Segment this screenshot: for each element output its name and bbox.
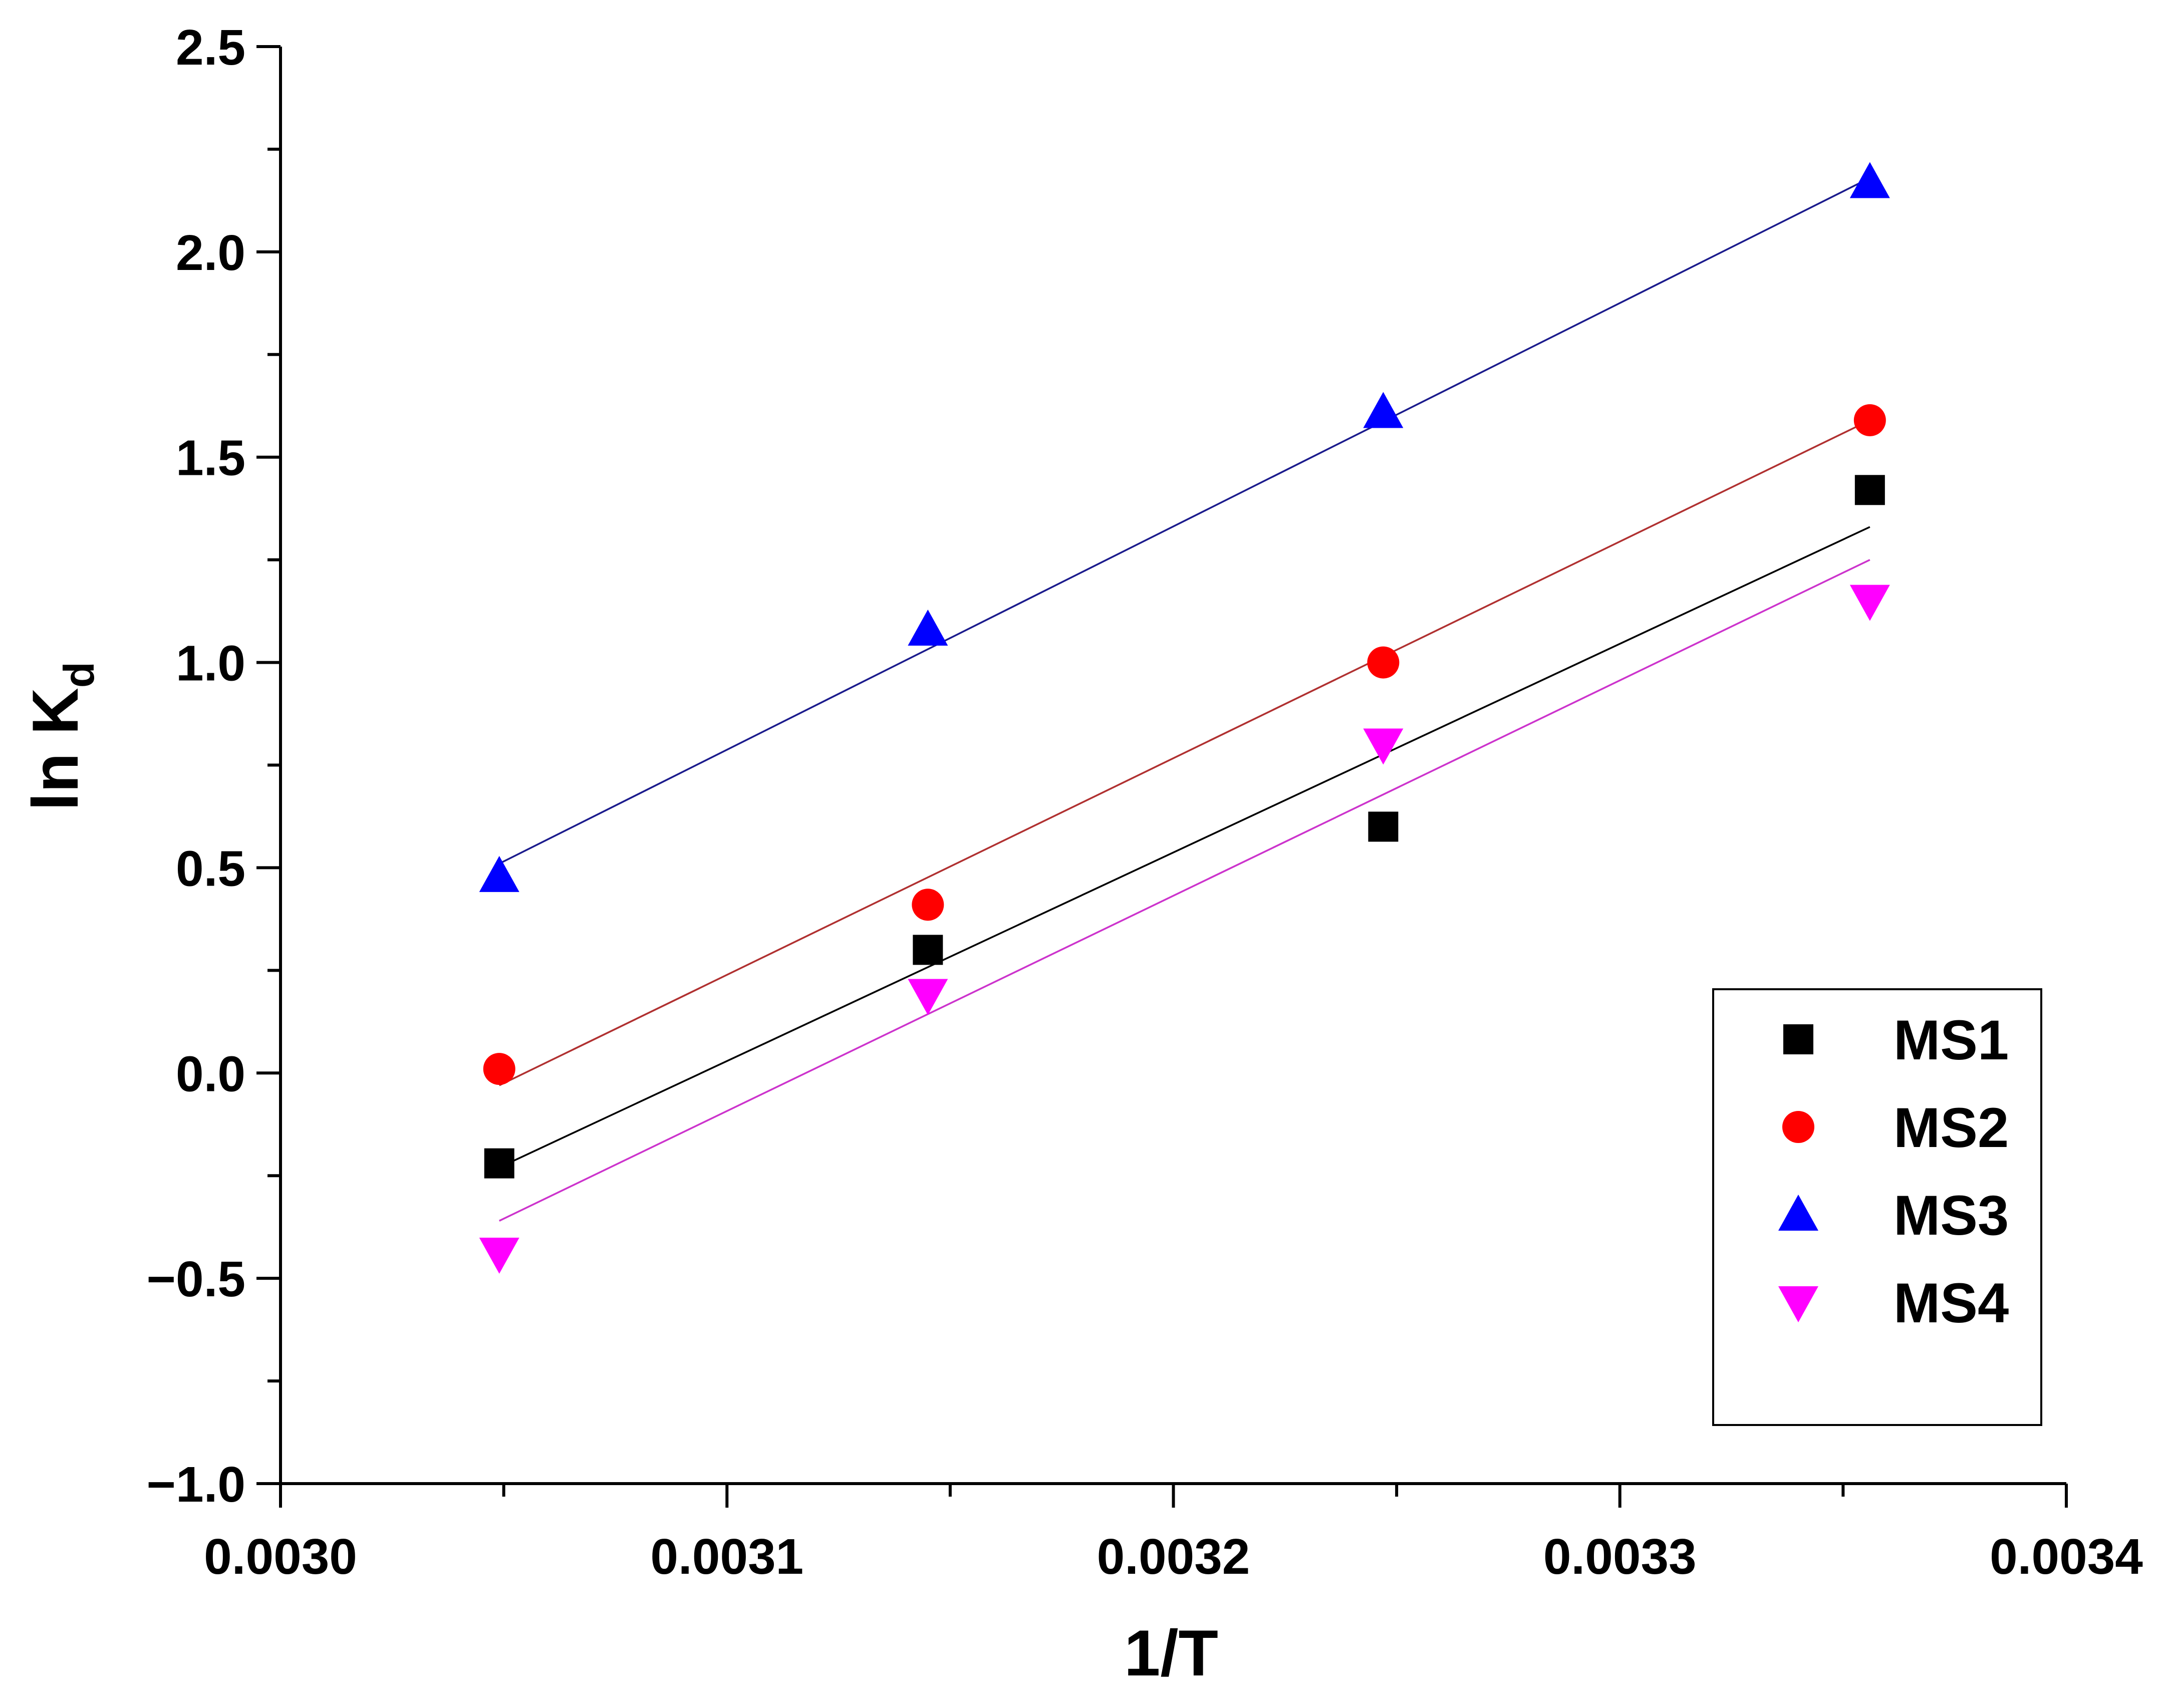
ms3-fit-line — [498, 177, 1870, 865]
ms3-point — [1849, 162, 1890, 198]
ms1-fit-line — [498, 526, 1870, 1169]
x-tick-label: 0.0033 — [1543, 1529, 1697, 1585]
legend-ms4-label: MS4 — [1893, 1272, 2009, 1334]
ms1-point — [484, 1148, 514, 1179]
legend-ms1-marker — [1783, 1024, 1813, 1054]
x-tick-label: 0.0031 — [650, 1529, 803, 1585]
y-tick-label: 0.0 — [176, 1046, 245, 1102]
ms4-fit-line — [498, 559, 1870, 1222]
ms4-point — [479, 1237, 519, 1274]
y-tick-label: −0.5 — [147, 1251, 245, 1307]
y-tick-label: 1.5 — [176, 430, 245, 486]
y-tick-label: −1.0 — [147, 1457, 245, 1513]
ms1-point — [1854, 475, 1885, 505]
legend-box — [1712, 988, 2042, 1426]
ms2-point — [912, 889, 944, 921]
y-tick-label: 2.5 — [176, 20, 245, 76]
ms3-point — [1363, 392, 1404, 428]
legend: MS1 MS2 MS3 MS4 — [1712, 988, 2042, 1426]
data-markers — [479, 162, 1890, 1274]
ms3-point — [479, 856, 519, 892]
legend-ms2-marker — [1782, 1111, 1814, 1143]
y-axis-title-main: ln K — [19, 688, 92, 811]
x-tick-label: 0.0030 — [204, 1529, 357, 1585]
legend-ms1-label: MS1 — [1893, 1009, 2009, 1071]
y-tick-label: 2.0 — [176, 225, 245, 281]
ms2-fit-line — [498, 419, 1870, 1086]
ms1-point — [913, 935, 943, 965]
x-tick-label: 0.0034 — [1990, 1529, 2143, 1585]
x-tick-label: 0.0032 — [1097, 1529, 1250, 1585]
ms3-point — [908, 609, 948, 646]
y-tick-label: 0.5 — [176, 840, 245, 897]
y-axis-title: ln Kd — [19, 662, 103, 810]
ms2-point — [1853, 404, 1886, 436]
x-axis-title: 1/T — [1124, 1616, 1218, 1689]
ms4-point — [908, 979, 948, 1015]
axes: 2.5 2.0 1.5 1.0 0.5 0.0 −0.5 −1.0 0.0030 0.0031 0.… — [147, 20, 2143, 1585]
legend-ms3-marker — [1778, 1195, 1818, 1231]
legend-ms2-label: MS2 — [1893, 1096, 2009, 1159]
y-tick-label: 1.0 — [176, 636, 245, 692]
ms4-point — [1849, 585, 1890, 621]
ms1-point — [1368, 811, 1399, 842]
ms2-point — [1367, 646, 1400, 679]
ms4-point — [1363, 728, 1404, 765]
ms2-point — [483, 1053, 515, 1085]
legend-ms4-marker — [1778, 1286, 1818, 1322]
y-axis-title-subscript: d — [56, 662, 103, 688]
fit-lines — [498, 177, 1870, 1222]
legend-ms3-label: MS3 — [1893, 1184, 2009, 1247]
